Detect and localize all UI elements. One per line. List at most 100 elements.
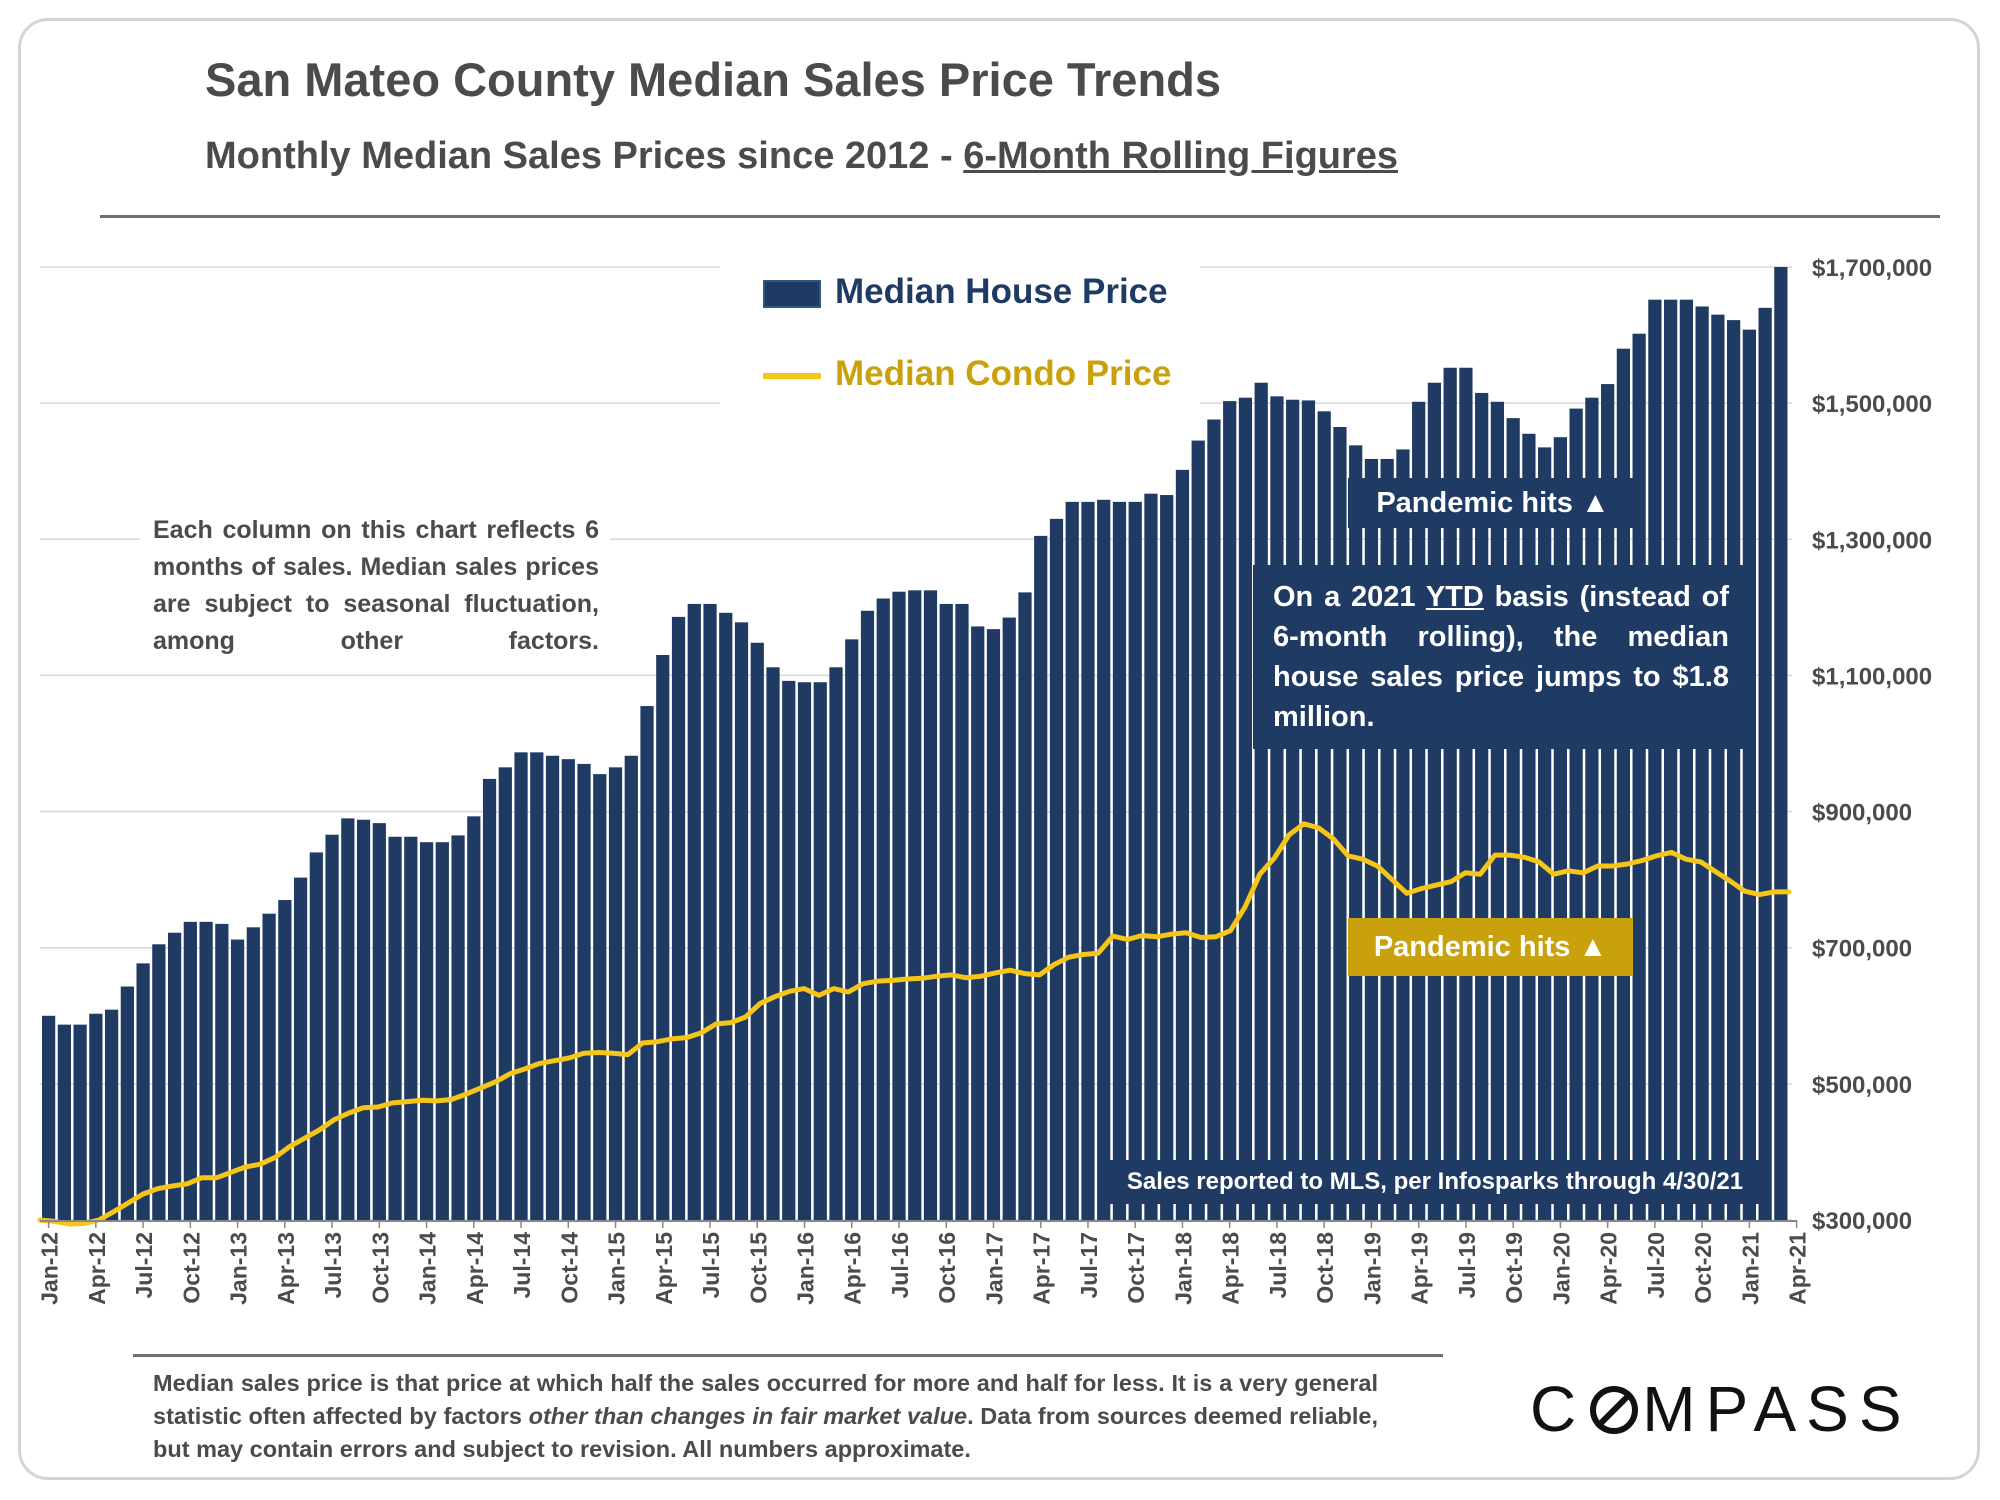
house-price-bar xyxy=(687,603,701,1220)
house-price-bar xyxy=(388,836,402,1220)
x-tick-label: Jul-16 xyxy=(887,1232,913,1298)
house-price-bar xyxy=(136,963,150,1220)
house-price-bar xyxy=(482,778,497,1220)
house-price-bar xyxy=(1175,469,1190,1221)
house-price-bar xyxy=(624,755,638,1220)
x-tick-label: Jan-19 xyxy=(1359,1232,1385,1305)
house-price-bar xyxy=(986,629,1001,1220)
callout-ytd: YTD xyxy=(1425,581,1484,613)
house-price-bar xyxy=(1097,499,1111,1220)
x-tick-label: Apr-21 xyxy=(1785,1232,1811,1305)
house-price-bar xyxy=(1679,299,1693,1220)
house-price-bar xyxy=(813,682,827,1220)
chart-title: San Mateo County Median Sales Price Tren… xyxy=(205,53,1222,106)
house-price-bar xyxy=(766,667,780,1220)
house-price-bar xyxy=(1742,329,1756,1220)
house-price-bar xyxy=(514,752,528,1220)
y-tick-label: $700,000 xyxy=(1812,936,1912,963)
legend-label-condo: Median Condo Price xyxy=(835,354,1172,393)
logo-o-icon xyxy=(1590,1386,1639,1434)
x-tick-label: Oct-20 xyxy=(1690,1232,1716,1304)
x-tick-label: Jul-15 xyxy=(698,1232,724,1299)
house-price-bar xyxy=(640,706,654,1220)
house-price-bar xyxy=(1238,397,1253,1220)
house-price-bar xyxy=(593,774,607,1220)
footer-divider xyxy=(133,1354,1443,1357)
house-price-bar xyxy=(215,923,229,1220)
x-tick-label: Jan-13 xyxy=(226,1232,252,1305)
house-price-bar xyxy=(1317,411,1331,1220)
house-price-bar xyxy=(1286,399,1300,1220)
house-price-bar xyxy=(734,622,749,1220)
footer-disclaimer: Median sales price is that price at whic… xyxy=(153,1367,1378,1466)
house-price-bar xyxy=(908,590,922,1220)
price-chart: $300,000 $500,000 $700,000 $900,000 $1,100,0… xyxy=(37,255,1933,1305)
house-price-bar xyxy=(1664,299,1678,1220)
house-price-bar xyxy=(797,682,812,1220)
y-tick-label: $300,000 xyxy=(1812,1208,1912,1235)
house-price-bar xyxy=(435,842,449,1220)
house-price-bar xyxy=(498,767,512,1220)
x-tick-label: Jan-21 xyxy=(1737,1232,1763,1305)
y-tick-label: $900,000 xyxy=(1812,800,1912,827)
x-tick-label: Oct-16 xyxy=(934,1232,960,1304)
house-price-bar xyxy=(750,642,764,1220)
house-price-bar xyxy=(1522,433,1536,1220)
x-tick-label: Apr-16 xyxy=(840,1232,866,1305)
x-tick-label: Apr-17 xyxy=(1029,1232,1055,1305)
house-price-bar xyxy=(1160,495,1174,1220)
footer-part1: Median sales price is that price at whic… xyxy=(153,1370,1378,1429)
ytd-callout: On a 2021 YTD basis (instead of 6-month … xyxy=(1253,565,1749,749)
note-background xyxy=(140,500,610,660)
x-tick-label: Jul-14 xyxy=(509,1232,535,1299)
logo-text-after: MPASS xyxy=(1642,1373,1912,1445)
house-price-bar xyxy=(829,667,843,1220)
house-price-bar xyxy=(309,852,323,1220)
house-price-bar xyxy=(467,816,481,1220)
x-tick-label: Apr-18 xyxy=(1218,1232,1244,1305)
pandemic-badge-house: Pandemic hits ▲ xyxy=(1348,478,1638,528)
house-price-bar xyxy=(356,819,371,1220)
y-tick-label: $1,500,000 xyxy=(1812,391,1932,418)
x-tick-label: Jul-18 xyxy=(1265,1232,1291,1299)
house-price-bar xyxy=(955,603,969,1220)
house-price-bar xyxy=(860,610,875,1220)
house-price-bar xyxy=(1002,617,1016,1220)
pandemic-badge-condo: Pandemic hits ▲ xyxy=(1348,918,1633,976)
x-tick-label: Apr-15 xyxy=(651,1232,677,1305)
x-tick-label: Jul-17 xyxy=(1076,1232,1102,1298)
title-divider xyxy=(100,215,1940,218)
house-price-bar xyxy=(1301,400,1316,1220)
x-tick-label: Jan-14 xyxy=(415,1232,441,1305)
house-price-bar xyxy=(971,626,985,1220)
x-tick-label: Apr-20 xyxy=(1596,1232,1622,1305)
x-tick-label: Apr-13 xyxy=(273,1232,299,1305)
house-price-bar xyxy=(1034,535,1048,1220)
house-price-bar xyxy=(876,598,890,1220)
house-price-bar xyxy=(278,900,292,1220)
house-price-bar xyxy=(1569,408,1583,1221)
house-price-bar xyxy=(293,877,308,1220)
source-note: Sales reported to MLS, per Infosparks th… xyxy=(1100,1160,1770,1204)
house-price-bar xyxy=(1018,592,1032,1220)
y-tick-label: $500,000 xyxy=(1812,1072,1912,1099)
house-price-bar xyxy=(57,1024,71,1220)
house-price-bar xyxy=(1553,437,1568,1220)
x-tick-label: Apr-14 xyxy=(462,1232,488,1305)
chart-subtitle: Monthly Median Sales Prices since 2012 -… xyxy=(205,135,1398,178)
x-tick-label: Jan-16 xyxy=(793,1232,819,1305)
footer-part2: . Data from sources deemed reliable, but… xyxy=(153,1403,1378,1462)
house-price-bar xyxy=(120,986,134,1220)
house-price-bar xyxy=(199,921,213,1220)
house-price-bar xyxy=(152,944,166,1220)
house-price-bar xyxy=(1223,401,1237,1221)
x-tick-label: Apr-12 xyxy=(84,1232,110,1305)
x-tick-label: Oct-19 xyxy=(1501,1232,1527,1304)
house-price-bar xyxy=(1049,518,1064,1220)
x-tick-label: Jul-20 xyxy=(1643,1232,1669,1298)
y-tick-label: $1,700,000 xyxy=(1812,255,1932,282)
x-tick-label: Jan-15 xyxy=(604,1232,630,1305)
house-price-bar xyxy=(608,767,623,1220)
chart-note: Each column on this chart reflects 6 mon… xyxy=(153,516,599,655)
house-price-bars xyxy=(42,267,1788,1221)
